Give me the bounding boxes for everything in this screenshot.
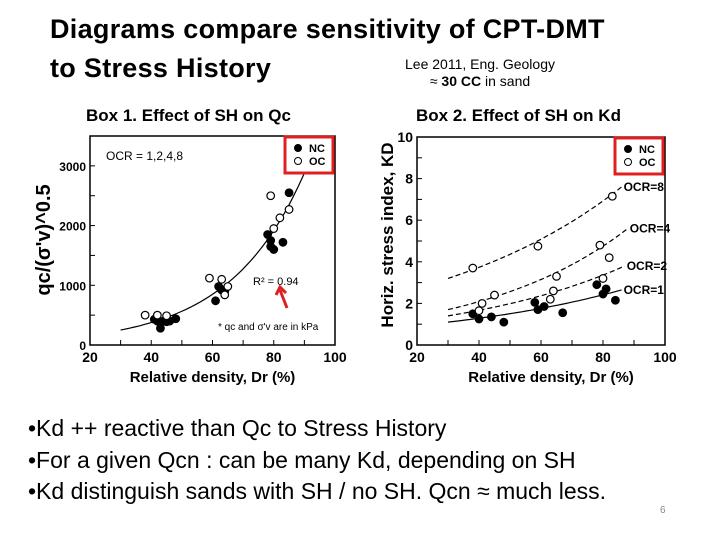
y-tick-label: 0	[405, 337, 413, 353]
nc-point	[487, 312, 496, 322]
oc-point	[549, 286, 558, 296]
oc-point	[490, 290, 499, 300]
x-tick-label: 100	[653, 349, 677, 365]
y-axis-label: Horiz. stress index, KD	[378, 142, 397, 327]
nc-point	[474, 314, 484, 324]
oc-point	[220, 290, 230, 300]
y-tick-label: 4	[405, 254, 413, 270]
legend-nc-marker	[294, 144, 302, 152]
approx-prefix: ≈	[429, 73, 442, 89]
nc-point	[156, 323, 165, 333]
x-tick-label: 60	[533, 349, 549, 365]
x-axis-label: Relative density, Dr (%)	[130, 369, 296, 386]
legend-label: OC	[639, 157, 656, 169]
reference: Lee 2011, Eng. Geology ≈ 30 CC in sand	[380, 56, 580, 90]
x-axis-label: Relative density, Dr (%)	[468, 369, 634, 386]
red-arrow-icon	[274, 284, 289, 309]
x-tick-label: 60	[205, 349, 221, 365]
ocr-annotation: OCR = 1,2,4,8	[106, 149, 183, 163]
oc-point	[477, 299, 487, 308]
oc-point	[162, 311, 171, 321]
nc-point	[558, 308, 568, 318]
fit-curve	[447, 265, 625, 317]
oc-point	[468, 263, 478, 273]
nc-point	[530, 297, 540, 307]
oc-point	[533, 241, 543, 251]
y-tick-label: 3000	[59, 160, 86, 174]
slide-title-line1: Diagrams compare sensitivity of CPT-DMT	[50, 14, 605, 44]
curve-label: OCR=2	[627, 259, 668, 273]
x-tick-label: 20	[82, 349, 98, 365]
fit-curve	[120, 165, 308, 331]
oc-point	[275, 213, 285, 223]
nc-point	[278, 237, 288, 247]
y-axis-label: qc/(σ'v)^0.5	[33, 184, 55, 295]
y-tick-label: 6	[405, 212, 413, 228]
y-tick-label: 2	[405, 295, 413, 311]
nc-point	[269, 245, 279, 254]
legend-oc-marker	[624, 158, 632, 166]
oc-point	[595, 240, 605, 250]
nc-point	[499, 317, 509, 327]
x-tick-label: 80	[595, 349, 611, 365]
reference-line1: Lee 2011, Eng. Geology	[405, 56, 555, 72]
nc-point	[601, 284, 611, 294]
oc-point	[152, 310, 162, 320]
legend-label: OC	[309, 156, 326, 168]
reference-suffix: in sand	[481, 73, 531, 89]
y-tick-label: 2000	[59, 220, 86, 234]
page-number: 6	[660, 505, 666, 516]
y-tick-label: 0	[79, 339, 86, 353]
oc-point	[545, 294, 555, 304]
oc-point	[604, 253, 614, 263]
oc-point	[269, 224, 279, 233]
r2-label: R² = 0.94	[253, 276, 299, 288]
oc-point	[266, 191, 276, 201]
legend-oc-marker	[294, 157, 302, 165]
oc-point	[223, 282, 233, 291]
oc-point	[474, 306, 484, 316]
oc-point	[552, 271, 561, 281]
oc-point	[140, 310, 150, 320]
curve-label: OCR=1	[624, 283, 665, 297]
box2-heading: Box 2. Effect of SH on Kd	[416, 106, 621, 125]
legend-box	[613, 136, 665, 176]
x-tick-label: 20	[409, 349, 425, 365]
oc-point	[284, 205, 294, 214]
y-tick-label: 8	[405, 171, 413, 187]
oc-point	[205, 273, 214, 283]
y-tick-label: 10	[397, 129, 413, 145]
legend-box	[283, 135, 335, 175]
oc-point	[217, 274, 227, 284]
box1-heading: Box 1. Effect of SH on Qc	[86, 106, 291, 125]
oc-point	[598, 274, 608, 283]
nc-point	[211, 296, 220, 306]
nc-point	[611, 295, 620, 305]
curve-label: OCR=8	[624, 180, 665, 194]
bullet-2: •For a given Qcn : can be many Kd, depen…	[28, 447, 576, 473]
y-tick-label: 1000	[59, 279, 86, 293]
curve-label: OCR=4	[630, 222, 671, 236]
fit-curve	[447, 228, 629, 311]
units-note: * qc and σ'v are in kPa	[218, 322, 319, 333]
legend-nc-marker	[624, 145, 632, 153]
nc-point	[284, 188, 294, 198]
x-tick-label: 40	[471, 349, 487, 365]
slide-title-line2: to Stress History	[50, 53, 272, 83]
reference-line2: ≈ 30 CC in sand	[380, 73, 580, 90]
fit-curve	[447, 186, 622, 279]
bullet-3: •Kd distinguish sands with SH / no SH. Q…	[28, 478, 607, 504]
legend-label: NC	[639, 144, 655, 156]
x-tick-label: 80	[266, 349, 282, 365]
oc-point	[607, 191, 617, 201]
x-tick-label: 100	[323, 349, 347, 365]
nc-point	[539, 302, 549, 311]
reference-count: 30 CC	[441, 73, 482, 89]
x-tick-label: 40	[143, 349, 159, 365]
bullet-1: •Kd ++ reactive than Qc to Stress Histor…	[28, 415, 447, 441]
nc-point	[592, 280, 602, 290]
nc-point	[171, 314, 181, 324]
legend-label: NC	[309, 143, 325, 155]
